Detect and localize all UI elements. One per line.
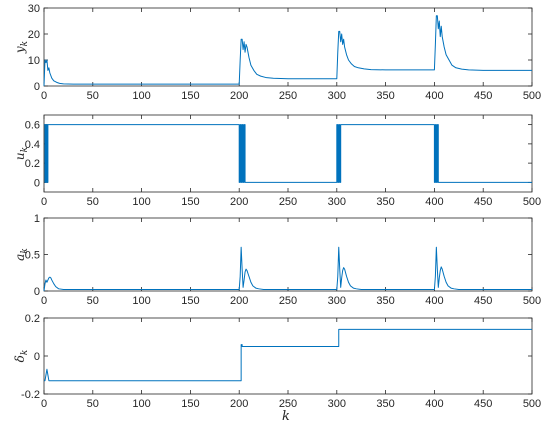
x-tick-label: 0 bbox=[41, 196, 47, 208]
x-tick-label: 150 bbox=[181, 196, 199, 208]
y-tick-label: 0.2 bbox=[25, 313, 40, 325]
series-line bbox=[44, 124, 532, 183]
x-tick-label: 200 bbox=[230, 196, 248, 208]
x-tick-label: 500 bbox=[523, 295, 541, 307]
x-tick-label: 250 bbox=[279, 196, 297, 208]
x-tick-label: 50 bbox=[87, 90, 99, 102]
y-axis-label-subscript: k bbox=[20, 41, 30, 46]
y-axis-label-subscript: k bbox=[20, 350, 30, 355]
y-axis-label-symbol: δ bbox=[13, 355, 27, 362]
x-tick-label: 50 bbox=[87, 295, 99, 307]
plot-area bbox=[43, 217, 533, 292]
x-tick-label: 100 bbox=[132, 398, 150, 410]
x-tick-label: 300 bbox=[328, 398, 346, 410]
x-tick-label: 100 bbox=[132, 196, 150, 208]
y-tick-label: 0 bbox=[34, 81, 40, 93]
x-tick-label: 350 bbox=[376, 90, 394, 102]
y-tick-label: 10 bbox=[28, 55, 40, 67]
x-tick-label: 350 bbox=[376, 398, 394, 410]
plot-area bbox=[43, 317, 533, 395]
y-axis-label: ak bbox=[13, 248, 30, 261]
y-axis-label-subscript: k bbox=[20, 248, 30, 253]
x-tick-label: 250 bbox=[279, 398, 297, 410]
y-axis-label-symbol: u bbox=[13, 152, 27, 160]
y-tick-label: 0.6 bbox=[25, 120, 40, 132]
panel-3: 0 50 100 150 200 250 300 350 400 450 500 0 0.5 1 ak bbox=[13, 213, 541, 307]
y-tick-label: 0 bbox=[34, 351, 40, 363]
series-line bbox=[43, 246, 532, 292]
x-tick-label: 100 bbox=[132, 90, 150, 102]
panel-1: 0 50 100 150 200 250 300 350 400 450 500 0 10 20 30 yk bbox=[13, 3, 541, 102]
x-tick-label: 450 bbox=[474, 398, 492, 410]
x-axis-label: k bbox=[282, 409, 290, 424]
y-tick-label: 0 bbox=[34, 177, 40, 189]
y-axis-label: yk bbox=[13, 41, 30, 54]
x-tick-label: 50 bbox=[87, 196, 99, 208]
x-tick-label: 450 bbox=[474, 90, 492, 102]
y-axis-label: uk bbox=[13, 147, 30, 160]
y-tick-label: 0.5 bbox=[25, 250, 40, 262]
x-tick-label: 400 bbox=[425, 398, 443, 410]
x-tick-label: 300 bbox=[328, 196, 346, 208]
x-tick-label: 300 bbox=[328, 90, 346, 102]
y-tick-label: 0 bbox=[34, 286, 40, 298]
x-tick-label: 200 bbox=[230, 398, 248, 410]
y-tick-label: 0.4 bbox=[25, 139, 40, 151]
x-tick-label: 100 bbox=[132, 295, 150, 307]
y-axis-label-subscript: k bbox=[20, 147, 30, 152]
x-tick-label: 50 bbox=[87, 398, 99, 410]
x-tick-label: 500 bbox=[523, 398, 541, 410]
y-axis-label-symbol: y bbox=[13, 46, 27, 54]
x-tick-label: 400 bbox=[425, 90, 443, 102]
x-tick-label: 150 bbox=[181, 90, 199, 102]
x-tick-label: 450 bbox=[474, 295, 492, 307]
panel-2: 0 50 100 150 200 250 300 350 400 450 500 0 0.2 0.4 0.6… bbox=[13, 114, 541, 208]
panels: 0 50 100 150 200 250 300 350 400 450 5000102030yk0… bbox=[13, 3, 541, 410]
x-tick-label: 150 bbox=[181, 295, 199, 307]
x-tick-label: 250 bbox=[279, 90, 297, 102]
x-tick-label: 350 bbox=[376, 295, 394, 307]
plot-area bbox=[43, 114, 533, 193]
x-tick-label: 400 bbox=[425, 196, 443, 208]
y-tick-label: 20 bbox=[28, 29, 40, 41]
x-tick-label: 200 bbox=[230, 90, 248, 102]
x-tick-label: 200 bbox=[230, 295, 248, 307]
y-tick-label: -0.2 bbox=[21, 389, 40, 401]
x-tick-label: 0 bbox=[41, 398, 47, 410]
x-tick-label: 450 bbox=[474, 196, 492, 208]
x-tick-label: 0 bbox=[41, 90, 47, 102]
x-tick-label: 500 bbox=[523, 196, 541, 208]
x-tick-label: 400 bbox=[425, 295, 443, 307]
series-line bbox=[43, 15, 532, 87]
x-tick-label: 250 bbox=[279, 295, 297, 307]
series-line bbox=[44, 328, 532, 382]
x-tick-label: 500 bbox=[523, 90, 541, 102]
y-tick-label: 0.2 bbox=[25, 158, 40, 170]
x-tick-label: 300 bbox=[328, 295, 346, 307]
panel-4: 0 50 100 150 200 250 300 350 400 450 500-0.200.2δk bbox=[13, 313, 541, 410]
x-tick-label: 350 bbox=[376, 196, 394, 208]
plot-area bbox=[43, 7, 533, 87]
y-axis-label: δk bbox=[13, 350, 30, 363]
x-tick-label: 0 bbox=[41, 295, 47, 307]
y-tick-label: 1 bbox=[34, 213, 40, 225]
y-axis-label-symbol: a bbox=[13, 254, 27, 261]
y-tick-label: 30 bbox=[28, 3, 40, 15]
x-tick-label: 150 bbox=[181, 398, 199, 410]
